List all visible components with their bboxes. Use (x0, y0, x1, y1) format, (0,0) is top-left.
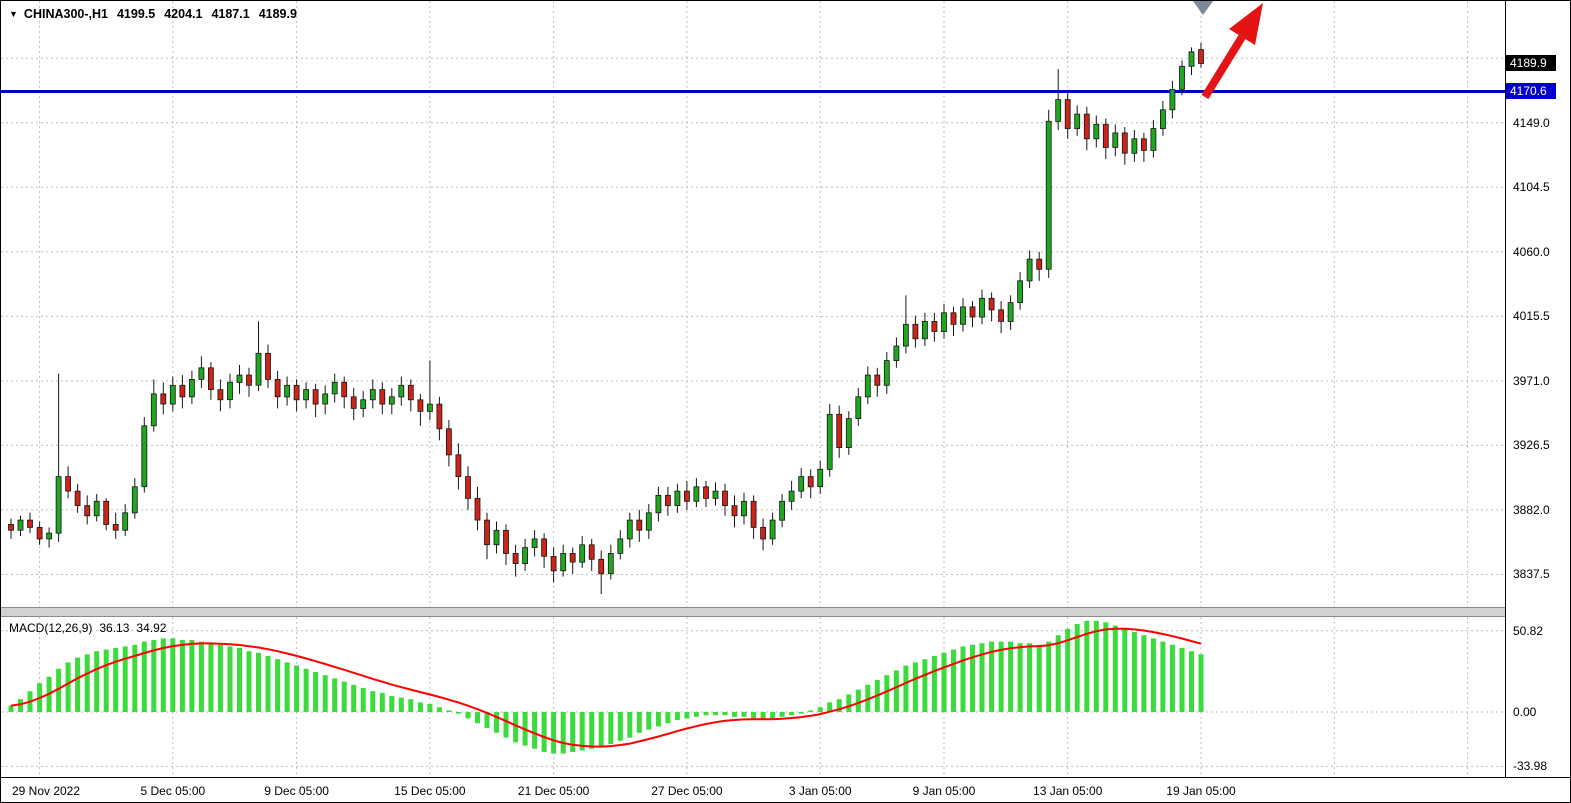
quote-close: 4189.9 (258, 7, 297, 21)
price-axis-label: 3926.5 (1513, 438, 1550, 453)
candles (8, 42, 1204, 594)
time-axis-label: 9 Dec 05:00 (264, 784, 329, 798)
macd-axis-label: -33.98 (1513, 759, 1548, 774)
red-up-arrow-annotation[interactable] (1201, 3, 1263, 100)
time-axis-label: 19 Jan 05:00 (1166, 784, 1236, 798)
quote-high: 4204.1 (164, 7, 203, 21)
macd-signal-line (10, 627, 1202, 748)
price-axis-label: 4060.0 (1513, 244, 1550, 259)
price-axis-label: 4015.5 (1513, 309, 1550, 324)
symbol-dropdown-icon[interactable]: ▼ (9, 9, 18, 19)
price-axis-label: 3971.0 (1513, 373, 1550, 388)
macd-main-value: 36.13 (99, 621, 130, 635)
price-axis-label: 4104.5 (1513, 180, 1550, 195)
macd-histogram (8, 620, 1204, 754)
time-axis-label: 21 Dec 05:00 (517, 784, 590, 798)
price-chart-canvas[interactable] (1, 1, 1505, 607)
time-axis-label: 5 Dec 05:00 (140, 784, 206, 798)
time-axis-label: 15 Dec 05:00 (394, 784, 466, 798)
resistance-line[interactable] (1, 90, 1505, 93)
macd-axis-label: 50.82 (1513, 623, 1544, 638)
price-axis[interactable]: 4189.9 4170.6 4149.0 4104.5 4060.0 4015.5 39… (1505, 1, 1570, 777)
price-axis-label: 3882.0 (1513, 502, 1550, 517)
macd-name: MACD(12,26,9) (9, 621, 93, 635)
hline-price-tag: 4170.6 (1506, 83, 1556, 100)
current-price-tag: 4189.9 (1506, 55, 1556, 72)
quote-open: 4199.5 (116, 7, 156, 21)
time-axis-label: 27 Dec 05:00 (651, 784, 723, 798)
price-axis-label: 3837.5 (1513, 567, 1550, 582)
macd-signal-value: 34.92 (136, 621, 167, 635)
price-axis-label: 4149.0 (1513, 115, 1550, 130)
macd-panel-canvas[interactable] (1, 617, 1505, 777)
time-axis-label: 13 Jan 05:00 (1033, 784, 1103, 798)
panel-divider[interactable] (1, 607, 1506, 617)
quote-low: 4187.1 (211, 7, 250, 21)
time-axis-label: 9 Jan 05:00 (912, 784, 976, 798)
time-axis-label: 3 Jan 05:00 (788, 784, 852, 798)
symbol-period-label: CHINA300-,H1 (23, 7, 108, 21)
macd-indicator-label: MACD(12,26,9) 36.13 34.92 (9, 621, 166, 635)
symbol-quote-header: ▼ CHINA300-,H1 4199.5 4204.1 4187.1 4189… (9, 7, 297, 21)
time-axis[interactable]: 29 Nov 2022 5 Dec 05:00 9 Dec 05:00 15 Dec … (1, 777, 1570, 802)
gray-triangle-marker[interactable] (1193, 1, 1213, 15)
macd-axis-label: 0.00 (1513, 705, 1537, 719)
time-axis-label: 29 Nov 2022 (11, 784, 81, 798)
